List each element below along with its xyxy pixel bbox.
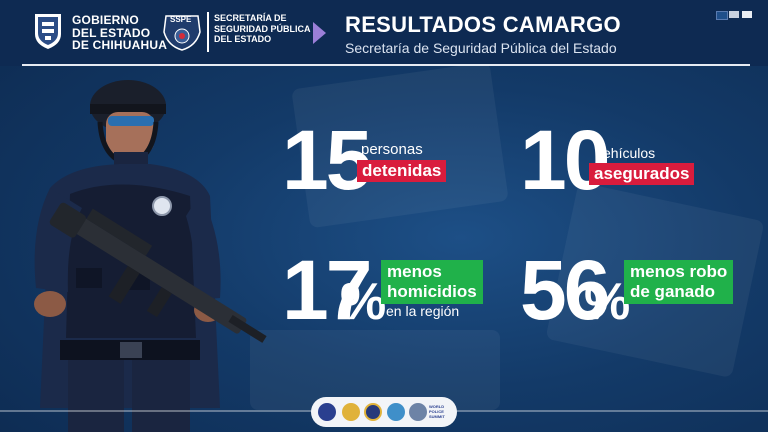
bg-shape (250, 330, 500, 410)
stat-tag-asegurados: asegurados (589, 163, 695, 185)
stat-label-region: en la región (386, 303, 460, 319)
tag-line: de ganado (630, 282, 716, 301)
tag-line: menos robo (630, 262, 728, 281)
gov-line: DE CHIHUAHUA (72, 38, 168, 52)
stat-tag-homicidios: menos homicidios (381, 260, 483, 304)
header-rule (22, 64, 750, 66)
stat-tag-detenidas: detenidas (357, 160, 447, 182)
corner-square-icon (742, 11, 752, 18)
partner-logo-icon (364, 403, 382, 421)
sspe-badge-logo (163, 15, 201, 51)
stat-number-ganado: 56 (520, 243, 610, 337)
partner-logo-icon (387, 403, 405, 421)
stat-percent-ganado: % (584, 273, 631, 331)
stat-label-personas: personas (361, 141, 423, 158)
world-police-summit-logo-text: WORLD POLICE SUMMIT (429, 404, 445, 419)
stat-label-vehiculos: vehículos (596, 145, 656, 161)
header-divider (207, 12, 209, 52)
stat-number-homicidios: 17 (282, 243, 372, 337)
partner-logo-icon (342, 403, 360, 421)
sspe-line: SEGURIDAD PÚBLICA (214, 23, 311, 34)
sspe-line: SECRETARÍA DE (214, 13, 287, 23)
gov-line: DEL ESTADO (72, 25, 151, 40)
gov-line: GOBIERNO (72, 13, 139, 27)
tag-line: homicidios (387, 282, 477, 301)
stat-percent-homicidios: % (340, 273, 387, 331)
police-officer-image (34, 80, 267, 432)
partner-logo-icon (318, 403, 336, 421)
secretariat-name: SECRETARÍA DE SEGURIDAD PÚBLICA DEL ESTA… (214, 13, 311, 45)
corner-square-icon (716, 11, 728, 20)
state-shield-logo (35, 14, 61, 49)
partner-logo-icon (409, 403, 427, 421)
chevron-right-icon (313, 22, 326, 44)
sspe-logo-text: SSPE (170, 15, 192, 24)
stat-tag-ganado: menos robo de ganado (624, 260, 734, 304)
page-subtitle: Secretaría de Seguridad Pública del Esta… (345, 40, 617, 56)
sspe-line: DEL ESTADO (214, 34, 272, 44)
government-name: GOBIERNO DEL ESTADO DE CHIHUAHUA (72, 14, 167, 52)
tag-line: menos (387, 262, 442, 281)
page-title: RESULTADOS CAMARGO (345, 12, 621, 37)
header-bar (0, 0, 768, 66)
stat-number-vehiculos: 10 (520, 113, 610, 207)
corner-square-icon (729, 11, 739, 18)
